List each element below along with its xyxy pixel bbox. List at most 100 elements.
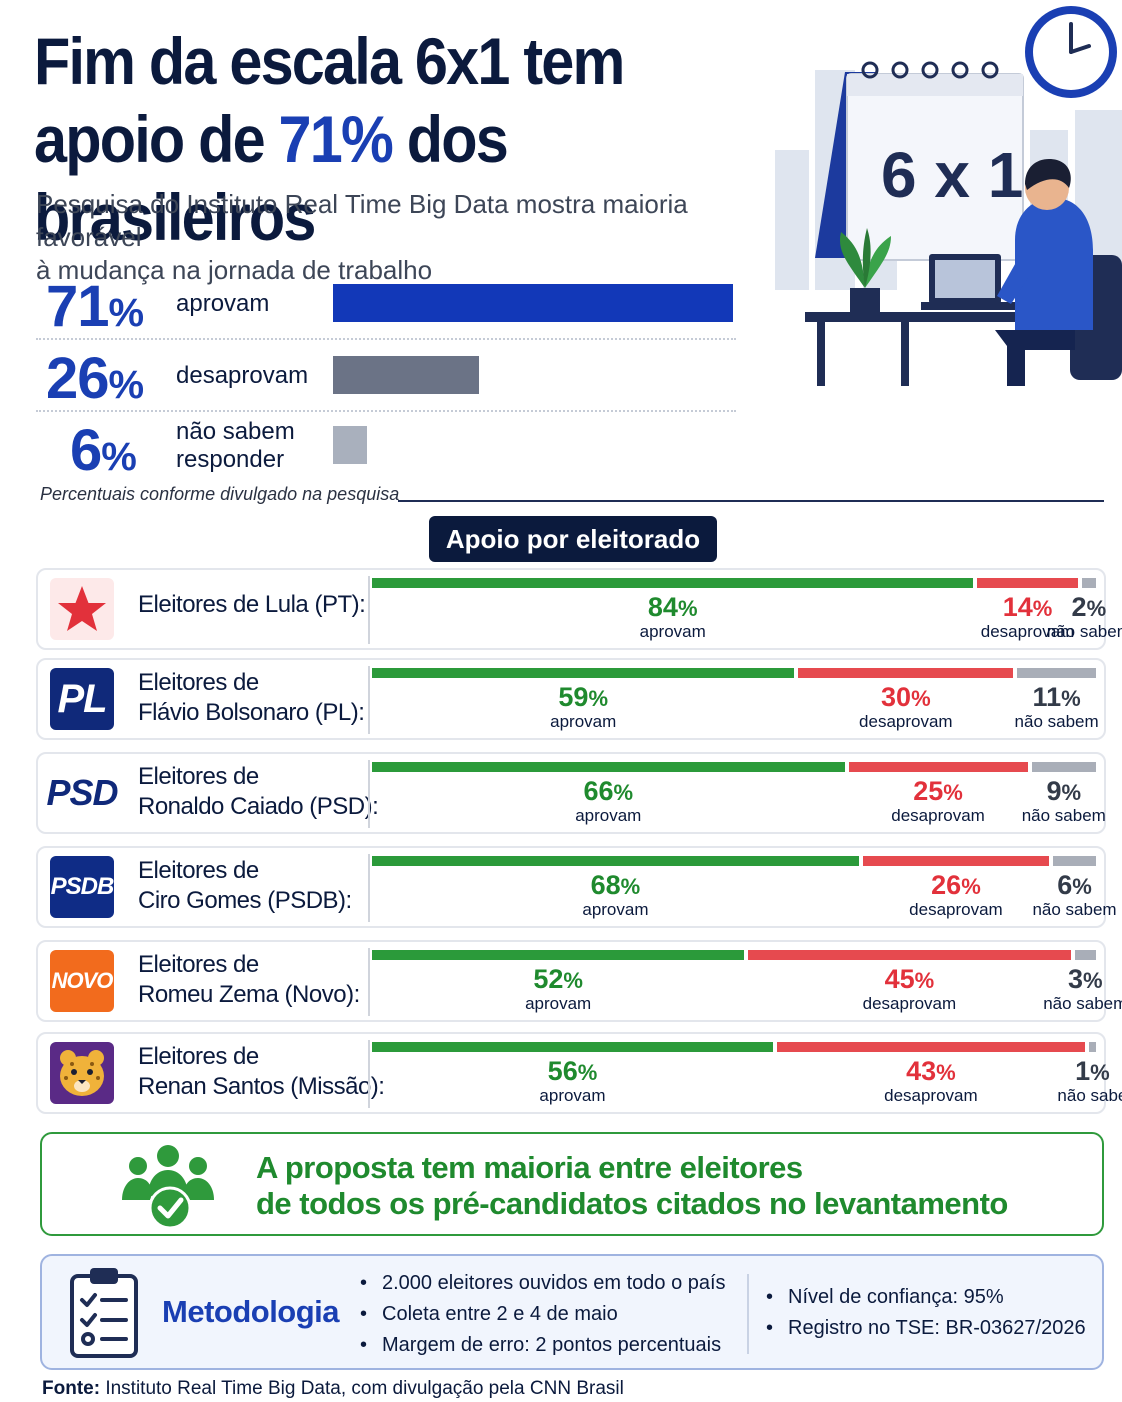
data-label-value: 1	[1075, 1056, 1091, 1086]
data-label-text-unknown: não sabe	[1057, 1086, 1122, 1105]
percent-sign: %	[588, 686, 609, 711]
party-label: Eleitores de Lula (PT):	[138, 590, 366, 620]
clock-icon	[1025, 6, 1117, 98]
bar-segment-unknown	[1031, 762, 1096, 772]
bar-segment-disapprove	[748, 950, 1071, 960]
party-label-line-1: Eleitores de	[138, 763, 259, 790]
conclusion-box: A proposta tem maioria entre eleitores d…	[40, 1132, 1104, 1236]
data-label-unknown: 6%	[1015, 870, 1122, 902]
psd-logo: PSD	[46, 762, 119, 824]
summary-row-unknown: 6% não sabem responder	[36, 418, 736, 490]
bar-segment-disapprove	[798, 668, 1014, 678]
section-title: Apoio por eleitorado	[429, 516, 717, 562]
divider	[368, 760, 370, 828]
party-logo-text: PL	[57, 676, 107, 721]
data-label-value: 2	[1071, 592, 1087, 622]
percent-sign: %	[620, 874, 641, 899]
novo-logo: NOVO	[50, 950, 114, 1012]
data-label-unknown: 3%	[1025, 964, 1122, 996]
summary-label-line-2: responder	[176, 446, 285, 473]
bar-segment-approve	[372, 856, 859, 866]
percent-sign: %	[1061, 780, 1082, 805]
percent-sign: %	[108, 363, 145, 407]
data-label-text-approve: aprovam	[525, 994, 592, 1013]
data-label-text-approve: aprovam	[550, 712, 617, 731]
party-label-line-1: Eleitores de	[138, 1043, 259, 1070]
title-line-1: Fim da escala 6x1 tem	[34, 24, 625, 98]
bar-segment-approve	[372, 1042, 773, 1052]
data-label-value: 59	[558, 682, 589, 712]
jaguar-icon	[50, 1042, 114, 1104]
methodology-item: Registro no TSE: BR-03627/2026	[766, 1313, 1086, 1344]
data-label-value: 68	[590, 870, 621, 900]
party-row: PSDB Eleitores de Ciro Gomes (PSDB): 68% apr…	[36, 846, 1117, 928]
data-label-approve: 68%	[372, 870, 859, 902]
page-title: Fim da escala 6x1 tem apoio de 71% dos b…	[34, 22, 736, 256]
subtitle-line-2: à mudança na jornada de trabalho	[36, 255, 433, 285]
divider	[36, 338, 736, 340]
percent-sign: %	[1032, 596, 1053, 621]
data-label-value: 66	[583, 776, 614, 806]
summary-row-approve: 71% aprovam	[36, 274, 736, 346]
data-label-text-disapprove: desaprovam	[859, 712, 953, 731]
party-row: PL Eleitores de Flávio Bolsonaro (PL): 59% a…	[36, 658, 1106, 740]
party-label-line-2: Romeu Zema (Novo):	[138, 981, 360, 1008]
illustration: 6 x 1	[775, 6, 1122, 386]
data-label-text-unknown: não sabem	[1032, 900, 1117, 919]
subtitle-line-1: Pesquisa do Instituto Real Time Big Data…	[36, 189, 688, 252]
bar-segment-approve	[372, 950, 745, 960]
percent-sign: %	[101, 435, 137, 479]
conclusion-line-2: de todos os pré-candidatos citados no le…	[256, 1186, 1008, 1221]
clipboard-checklist-icon	[70, 1268, 138, 1358]
summary-row-disapprove: 26% desaprovam	[36, 346, 736, 418]
summary-label-line-1: não sabem	[176, 418, 295, 445]
data-label-text-unknown: não sabem	[1014, 712, 1099, 731]
party-label-line-2: Ronaldo Caiado (PSD):	[138, 793, 379, 820]
party-logo-text: PSD	[46, 772, 118, 813]
bar-segment-disapprove	[862, 856, 1050, 866]
party-label: Eleitores de Romeu Zema (Novo):	[138, 950, 360, 1010]
data-label-disapprove: 45%	[748, 964, 1070, 996]
bar-segment-approve	[372, 762, 845, 772]
data-label-text-approve: aprovam	[639, 622, 706, 641]
party-label: Eleitores de Ciro Gomes (PSDB):	[138, 856, 352, 916]
data-label-text-unknown: não sabem	[1021, 806, 1106, 825]
section-rule	[398, 500, 1104, 502]
methodology-item: Coleta entre 2 e 4 de maio	[360, 1299, 726, 1330]
percent-sign: %	[108, 291, 145, 335]
summary-pct: 6%	[70, 418, 137, 490]
bar-segment-unknown	[1074, 950, 1096, 960]
divider	[368, 576, 370, 644]
data-label-value: 84	[647, 592, 678, 622]
methodology-divider	[747, 1274, 749, 1354]
methodology-item: 2.000 eleitores ouvidos em todo o país	[360, 1268, 726, 1299]
data-label-text-disapprove: desaprovam	[909, 900, 1003, 919]
plant-icon	[840, 228, 891, 312]
data-label-value: 3	[1067, 964, 1083, 994]
divider	[368, 1040, 370, 1108]
pl-logo: PL	[50, 668, 114, 730]
bar-segment-unknown	[1017, 668, 1096, 678]
bar-segment-disapprove	[848, 762, 1028, 772]
percent-sign: %	[613, 780, 634, 805]
bar-segment-unknown	[1053, 856, 1096, 866]
people-check-icon	[122, 1145, 214, 1230]
data-label-text-approve: aprovam	[575, 806, 642, 825]
data-label-value: 25	[913, 776, 944, 806]
party-label-line-2: Renan Santos (Missão):	[138, 1073, 385, 1100]
subtitle: Pesquisa do Instituto Real Time Big Data…	[36, 188, 776, 287]
divider	[36, 410, 736, 412]
percent-sign: %	[1082, 968, 1103, 993]
party-label-line-2: Flávio Bolsonaro (PL):	[138, 699, 365, 726]
divider	[368, 948, 370, 1016]
party-label-line-1: Eleitores de Lula (PT):	[138, 591, 366, 618]
data-label-text-disapprove: desaprovam	[980, 622, 1075, 641]
data-label-approve: 59%	[372, 682, 794, 714]
data-label-text-disapprove: desaprovam	[884, 1086, 978, 1105]
data-label-unknown: 11%	[997, 682, 1117, 714]
methodology-list-2: Nível de confiança: 95% Registro no TSE:…	[766, 1282, 1086, 1344]
bar-segment-unknown	[1088, 1042, 1096, 1052]
summary-pct: 71%	[46, 274, 145, 346]
party-label: Eleitores de Renan Santos (Missão):	[138, 1042, 385, 1102]
bar-segment-disapprove	[776, 1042, 1085, 1052]
